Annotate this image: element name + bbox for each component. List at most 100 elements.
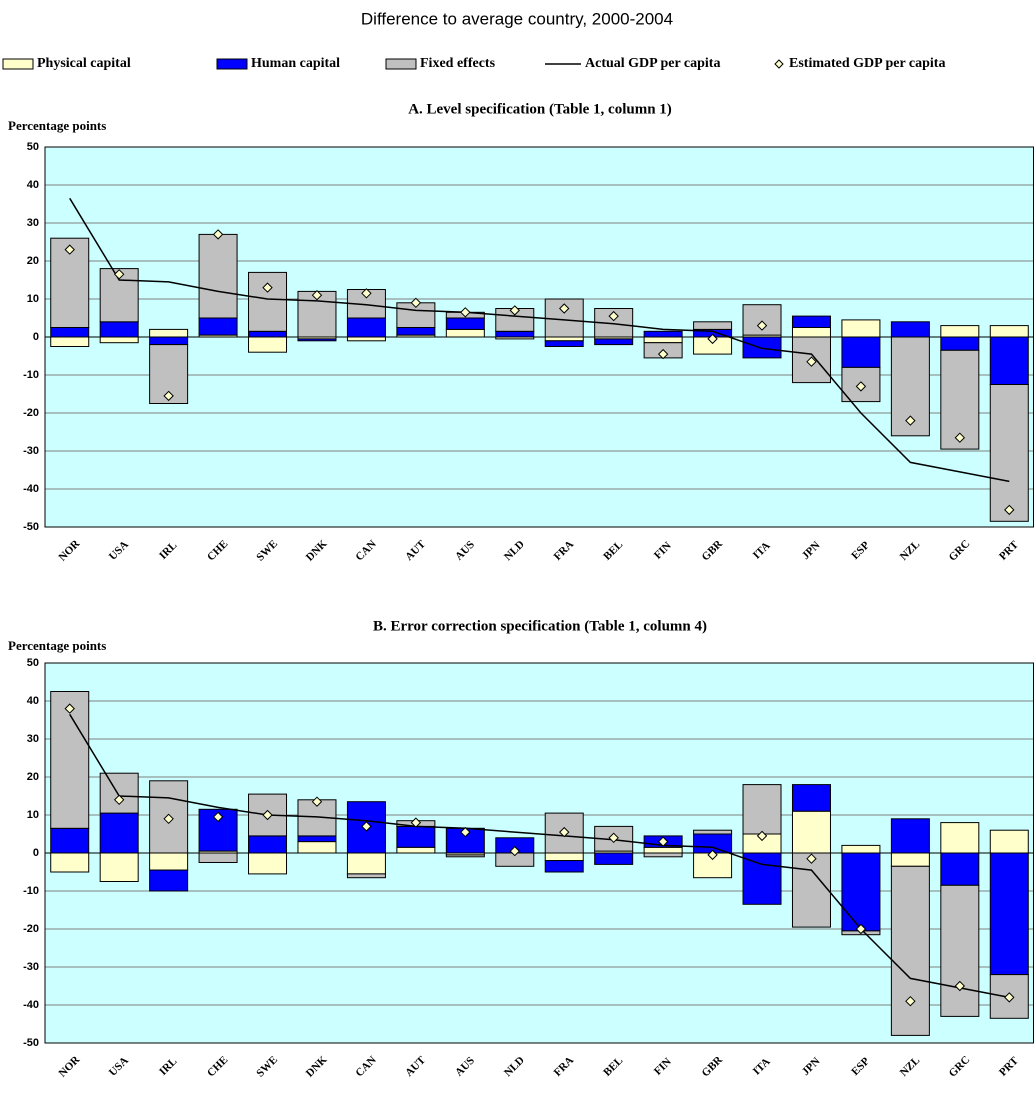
bar-segment — [346, 873, 386, 879]
x-tick-label: IRL — [157, 540, 179, 562]
bar-segment — [297, 338, 337, 342]
bar-segment — [198, 317, 238, 336]
bar-segment — [99, 336, 139, 344]
x-tick-label: AUS — [453, 539, 477, 563]
y-tick-label: -40 — [23, 999, 39, 1011]
actual-line — [69, 197, 1010, 483]
y-tick-label: -50 — [23, 521, 39, 533]
bar-segment — [297, 835, 337, 843]
x-tick-label: GRC — [947, 1054, 973, 1080]
bar-segment — [643, 336, 683, 344]
estimate-marker — [361, 288, 372, 299]
bar-segment — [890, 852, 930, 867]
bar-segment — [594, 852, 634, 865]
bar-segment — [989, 325, 1029, 338]
bar-segment — [791, 810, 831, 854]
x-tick-label: FRA — [552, 1054, 577, 1079]
bar-segment — [742, 852, 782, 905]
bar-segment — [99, 321, 139, 338]
x-tick-label: JPN — [800, 1055, 823, 1078]
bar-segment — [445, 317, 485, 330]
legend-swatch — [385, 58, 417, 70]
y-tick-label: 40 — [27, 179, 39, 191]
x-tick-label: USA — [107, 1055, 131, 1079]
estimate-marker — [559, 303, 570, 314]
bar-segment — [99, 812, 139, 854]
bar-segment — [50, 336, 90, 347]
bar-segment — [643, 846, 683, 854]
bar-segment — [989, 852, 1029, 976]
estimate-marker — [262, 809, 273, 821]
x-tick-label: NOR — [57, 537, 84, 564]
y-tick-label: 50 — [27, 657, 39, 669]
y-tick-label: 20 — [27, 771, 39, 783]
estimate-marker — [756, 830, 768, 842]
estimate-marker — [954, 432, 966, 443]
x-tick-label: SWE — [254, 538, 280, 564]
estimate-marker — [460, 826, 471, 838]
bar-segment — [791, 327, 831, 338]
bar-segment — [396, 846, 436, 854]
estimate-marker — [806, 853, 817, 864]
y-tick-label: -10 — [23, 369, 39, 381]
estimate-marker — [163, 390, 174, 402]
legend-label: Fixed effects — [420, 56, 496, 71]
estimate-marker — [707, 333, 718, 345]
x-tick-label: AUT — [403, 1054, 428, 1079]
x-tick-label: PRT — [997, 1054, 1021, 1078]
estimate-marker — [410, 817, 422, 828]
legend-swatch — [774, 59, 784, 69]
y-tick-label: 20 — [27, 255, 39, 267]
bar-segment — [149, 852, 189, 871]
x-tick-label: GRC — [947, 538, 973, 564]
bar-segment — [445, 328, 485, 338]
bar-segment — [198, 852, 238, 863]
bar-segment — [346, 336, 386, 342]
y-tick-label: 0 — [33, 847, 39, 859]
estimate-marker — [657, 348, 669, 360]
estimate-marker — [311, 289, 323, 301]
x-tick-label: AUT — [403, 538, 428, 563]
actual-line — [69, 713, 1010, 999]
estimate-marker — [460, 307, 471, 318]
x-tick-label: ESP — [849, 1055, 872, 1078]
bar-segment — [890, 818, 930, 854]
bar-segment — [544, 336, 584, 342]
estimate-marker — [113, 269, 125, 280]
y-tick-label: 10 — [27, 809, 39, 821]
estimate-marker — [262, 282, 273, 293]
x-tick-label: IRL — [157, 1056, 179, 1078]
estimate-marker — [64, 703, 75, 714]
y-tick-label: -30 — [23, 445, 39, 457]
bar-segment — [940, 822, 980, 854]
y-axis-label: Percentage points — [8, 118, 106, 133]
estimate-marker — [707, 849, 718, 861]
y-tick-label: -40 — [23, 483, 39, 495]
bar-segment — [841, 844, 881, 854]
legend-swatch — [2, 58, 34, 70]
bar-segment — [693, 321, 733, 330]
estimate-marker — [361, 821, 372, 832]
bar-segment — [940, 884, 980, 1017]
bar-segment — [445, 854, 485, 858]
bar-segment — [643, 852, 683, 858]
bar-segment — [149, 869, 189, 892]
bar-segment — [742, 336, 782, 359]
estimate-marker — [608, 832, 619, 844]
bar-segment — [198, 233, 238, 319]
bar-segment — [989, 336, 1029, 385]
x-tick-label: BEL — [601, 539, 625, 563]
bar-segment — [841, 336, 881, 368]
x-tick-label: FRA — [552, 538, 577, 563]
bar-segment — [989, 829, 1029, 854]
x-tick-label: USA — [107, 539, 131, 563]
x-tick-label: JPN — [800, 539, 823, 562]
x-tick-label: BEL — [601, 1055, 625, 1079]
estimate-marker — [509, 305, 520, 316]
bar-segment — [940, 336, 980, 351]
bar-segment — [248, 835, 288, 854]
panel-title: A. Level specification (Table 1, column … — [408, 101, 672, 117]
bar-segment — [791, 315, 831, 329]
